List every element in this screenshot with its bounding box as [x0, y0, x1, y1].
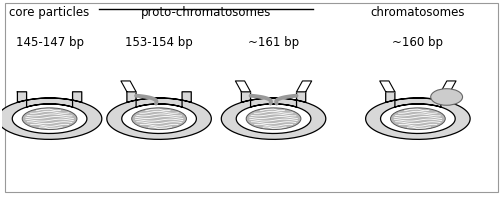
Circle shape	[122, 104, 196, 133]
Polygon shape	[0, 92, 102, 139]
Circle shape	[236, 104, 311, 133]
Circle shape	[22, 108, 77, 129]
Ellipse shape	[430, 89, 462, 105]
Polygon shape	[441, 81, 456, 92]
Circle shape	[22, 108, 77, 129]
Circle shape	[122, 104, 196, 133]
Circle shape	[246, 108, 301, 129]
Circle shape	[366, 98, 470, 139]
Circle shape	[390, 108, 446, 129]
Circle shape	[0, 98, 102, 139]
Circle shape	[107, 98, 212, 139]
Text: ~160 bp: ~160 bp	[392, 36, 444, 49]
Text: 145-147 bp: 145-147 bp	[16, 36, 84, 49]
Polygon shape	[107, 92, 212, 139]
Circle shape	[380, 104, 455, 133]
Text: ~161 bp: ~161 bp	[248, 36, 299, 49]
Circle shape	[132, 108, 186, 129]
Circle shape	[222, 98, 326, 139]
Circle shape	[12, 104, 87, 133]
Circle shape	[390, 108, 446, 129]
Circle shape	[236, 104, 311, 133]
Polygon shape	[380, 81, 395, 92]
Circle shape	[380, 104, 455, 133]
Polygon shape	[222, 92, 326, 139]
Polygon shape	[366, 92, 470, 139]
Text: 153-154 bp: 153-154 bp	[125, 36, 193, 49]
Circle shape	[246, 108, 301, 129]
Text: proto-chromatosomes: proto-chromatosomes	[141, 6, 272, 19]
Text: chromatosomes: chromatosomes	[370, 6, 465, 19]
Polygon shape	[121, 81, 136, 92]
Polygon shape	[236, 81, 250, 92]
Circle shape	[12, 104, 87, 133]
Polygon shape	[296, 81, 312, 92]
Circle shape	[132, 108, 186, 129]
Text: core particles: core particles	[10, 6, 90, 19]
